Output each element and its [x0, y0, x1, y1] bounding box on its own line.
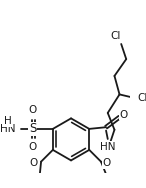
Text: O: O [120, 110, 128, 120]
Text: O: O [29, 105, 37, 115]
Text: O: O [103, 158, 111, 168]
Text: S: S [29, 122, 36, 135]
Text: H: H [4, 116, 12, 126]
Text: Cl: Cl [110, 31, 120, 41]
Text: Cl: Cl [137, 93, 146, 103]
Text: HN: HN [100, 142, 115, 152]
Text: HN: HN [0, 124, 16, 134]
Text: O: O [29, 142, 37, 152]
Text: O: O [29, 158, 38, 168]
